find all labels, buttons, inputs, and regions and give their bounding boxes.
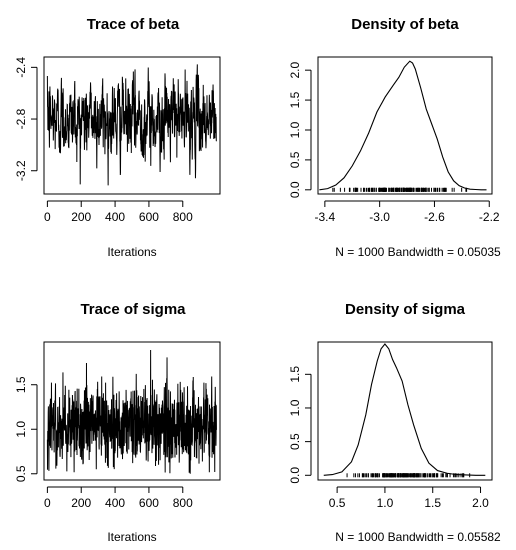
x-tick-label: 1.0 <box>377 496 394 510</box>
x-tick-label: 0 <box>44 210 51 224</box>
y-tick-label: -2.4 <box>14 57 28 78</box>
x-tick-label: 200 <box>71 210 91 224</box>
y-tick-label: 1.0 <box>14 421 28 438</box>
plot-box-trace-sigma <box>43 341 221 481</box>
panel-trace-beta: Trace of beta 0 200 400 600 800-3.2-2.8-2.4 … <box>14 16 221 259</box>
rug-sigma <box>346 473 471 478</box>
trace-line-sigma <box>46 350 217 474</box>
plot-box-trace-beta <box>43 56 221 195</box>
title-trace-sigma: Trace of sigma <box>80 301 186 318</box>
xlabel-trace-sigma: Iterations <box>107 530 156 544</box>
y-tick-label: 0.5 <box>288 151 302 168</box>
plot-box-density-beta <box>317 56 493 195</box>
panel-density-beta: Density of beta -3.4 -3.0 -2.6 -2.2 0.0 0.5 1.… <box>288 16 501 259</box>
y-tick-label: -2.8 <box>14 108 28 129</box>
panel-trace-sigma: Trace of sigma 0 200 400 600 800 0.5 1.0 1.5 It… <box>14 301 221 544</box>
axes-density-sigma: 0.5 1.0 1.5 2.0 0.0 0.5 1.0 1.5 <box>288 366 489 510</box>
x-tick-label: 2.0 <box>472 496 489 510</box>
y-tick-label: 1.0 <box>288 399 302 416</box>
x-tick-label: 200 <box>71 496 91 510</box>
y-tick-label: 1.5 <box>14 376 28 393</box>
xlabel-trace-beta: Iterations <box>107 245 156 259</box>
x-tick-label: 800 <box>173 210 193 224</box>
x-tick-label: 0 <box>44 496 51 510</box>
x-tick-label: 400 <box>105 210 125 224</box>
plot-box-density-sigma <box>317 341 493 481</box>
density-line-sigma <box>323 343 486 476</box>
y-tick-label: 1.5 <box>288 91 302 108</box>
trace-line-beta <box>46 64 217 186</box>
xlabel-density-beta: N = 1000 Bandwidth = 0.05035 <box>335 245 501 259</box>
x-tick-label: 400 <box>105 496 125 510</box>
x-tick-label: 600 <box>139 496 159 510</box>
x-tick-label: -2.6 <box>424 210 445 224</box>
density-line-beta <box>319 60 487 191</box>
y-tick-label: 0.5 <box>14 465 28 482</box>
x-tick-label: -3.4 <box>315 210 336 224</box>
axes-trace-beta: 0 200 400 600 800 -3.2 -2.8 -2.4 <box>14 57 193 224</box>
y-tick-label: 0.5 <box>288 433 302 450</box>
x-tick-label: 800 <box>173 496 193 510</box>
axes-trace-sigma: 0 200 400 600 800 0.5 1.0 1.5 <box>14 376 193 510</box>
title-density-beta: Density of beta <box>351 16 459 33</box>
panel-density-sigma: Density of sigma 0.5 1.0 1.5 2.0 0.0 0.5 1.0 1.… <box>288 301 501 544</box>
y-tick-label: 1.0 <box>288 121 302 138</box>
x-tick-label: 1.5 <box>424 496 441 510</box>
title-density-sigma: Density of sigma <box>345 301 466 318</box>
y-tick-label: -3.2 <box>14 160 28 181</box>
axes-density-beta: -3.4 -3.0 -2.6 -2.2 0.0 0.5 1.0 1.5 2.0 <box>288 61 500 224</box>
x-tick-label: 0.5 <box>329 496 346 510</box>
y-tick-label: 2.0 <box>288 61 302 78</box>
xlabel-density-sigma: N = 1000 Bandwidth = 0.05582 <box>335 530 501 544</box>
y-tick-label: 0.0 <box>288 467 302 484</box>
x-tick-label: 600 <box>139 210 159 224</box>
y-tick-label: 0.0 <box>288 181 302 198</box>
rug-beta <box>332 187 468 192</box>
x-tick-label: -2.2 <box>479 210 500 224</box>
x-tick-label: -3.0 <box>369 210 390 224</box>
y-tick-label: 1.5 <box>288 366 302 383</box>
title-trace-beta: Trace of beta <box>87 16 180 33</box>
